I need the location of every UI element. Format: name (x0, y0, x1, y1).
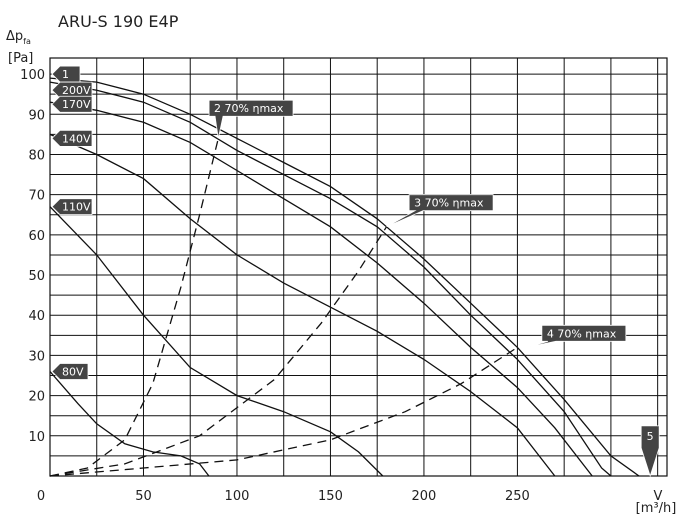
series-line (49, 77, 640, 477)
efficiency-flag: 2 70% ηmax (208, 99, 294, 139)
grid (49, 57, 668, 477)
chart-title: ARU-S 190 E4P (58, 12, 179, 31)
curve-flag-shape (51, 65, 81, 83)
x-axis-label: V (654, 489, 663, 504)
efficiency-flag-shape (208, 99, 294, 139)
curve-flag-label: 110V (62, 201, 91, 214)
y-tick-label: 80 (28, 148, 45, 163)
curve-flag-label: 200V (62, 84, 91, 97)
y-axis-label-main: Δp (6, 29, 23, 44)
curve-flag-shape (51, 95, 93, 113)
curve-flag: 170V (51, 95, 93, 113)
y-tick-label: 40 (28, 309, 45, 324)
x-tick-label: 200 (412, 489, 437, 504)
curve-flag-label: 140V (62, 132, 91, 145)
curve-flag: 1 (51, 65, 81, 83)
series-line (49, 371, 210, 477)
efficiency-flag: 4 70% ηmax (526, 324, 627, 348)
y-tick-label: 30 (28, 349, 45, 364)
efficiency-flag-label: 2 70% ηmax (214, 102, 284, 115)
x-axis-unit: [m³/h] (636, 501, 677, 514)
curve-flag-shape (51, 129, 93, 147)
efficiency-flag: 3 70% ηmax (386, 194, 494, 228)
curve-flag-bottom-shape (640, 425, 660, 478)
series-lines (49, 77, 640, 477)
series-line (49, 101, 593, 477)
series-line (49, 133, 556, 477)
series-line (49, 81, 612, 477)
series-line (49, 138, 219, 477)
x-tick-label: 250 (505, 489, 530, 504)
efficiency-flag-label: 4 70% ηmax (547, 327, 617, 340)
x-tick-label: 150 (318, 489, 343, 504)
curve-flag: 200V (51, 81, 93, 99)
curve-flag-label: 1 (62, 68, 69, 81)
curve-flag-shape (51, 81, 93, 99)
curve-flag-shape (51, 198, 93, 216)
series-line (49, 206, 384, 477)
y-tick-label: 10 (28, 430, 45, 445)
curve-flag-shape (51, 363, 89, 380)
y-tick-label: 90 (28, 108, 45, 123)
curve-flag-label: 170V (62, 98, 91, 111)
efficiency-flag-shape (386, 194, 494, 228)
curve-flag: 80V (51, 363, 89, 380)
y-tick-label: 100 (20, 68, 45, 83)
y-axis-label: Δpfa (6, 29, 31, 46)
x-tick-label: 50 (135, 489, 152, 504)
y-tick-label: 70 (28, 189, 45, 204)
efficiency-flag-label: 3 70% ηmax (414, 197, 484, 210)
y-tick-label: 50 (28, 269, 45, 284)
curve-flag: 140V (51, 129, 93, 147)
curve-flag-bottom: 5 (640, 425, 660, 478)
curve-flag-bottom-label: 5 (647, 430, 654, 443)
curve-flag-label: 80V (62, 366, 84, 379)
efficiency-flag-shape (526, 324, 627, 348)
y-tick-label: 20 (28, 390, 45, 405)
curve-flag: 110V (51, 198, 93, 216)
y-axis-label-sub: fa (23, 37, 31, 46)
x-tick-label: 0 (37, 489, 45, 504)
plot-frame (49, 57, 668, 477)
series-line (49, 346, 518, 477)
series-line (49, 226, 388, 477)
y-tick-label: 60 (28, 229, 45, 244)
x-tick-label: 100 (225, 489, 250, 504)
tick-labels: 0 50 100 150 200 250 10 20 30 40 50 60 70 80 90 100 (20, 68, 530, 504)
y-axis-unit: [Pa] (8, 51, 33, 66)
